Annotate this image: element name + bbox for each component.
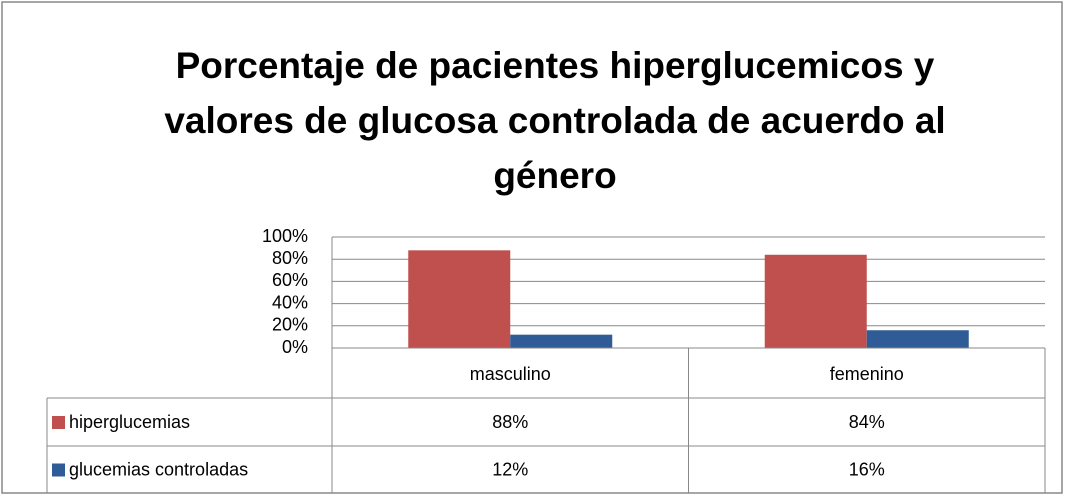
legend-label: glucemias controladas <box>69 459 248 479</box>
bar <box>866 330 969 348</box>
legend-swatch <box>52 463 65 477</box>
bar <box>510 334 613 348</box>
y-tick-label: 100% <box>262 226 308 246</box>
legend-swatch <box>52 416 65 429</box>
y-tick-label: 80% <box>272 248 308 268</box>
y-tick-label: 20% <box>272 315 308 335</box>
data-label: 88% <box>492 412 528 432</box>
data-label: 84% <box>849 412 885 432</box>
y-tick-label: 60% <box>272 270 308 290</box>
y-tick-label: 40% <box>272 292 308 312</box>
legend-label: hiperglucemias <box>69 412 190 432</box>
x-tick-label: femenino <box>830 364 904 384</box>
data-label: 12% <box>492 459 528 479</box>
data-label: 16% <box>849 459 885 479</box>
x-tick-label: masculino <box>470 364 551 384</box>
y-tick-label: 0% <box>282 337 308 357</box>
bar <box>764 254 867 348</box>
chart-title: Porcentaje de pacientes hiperglucemicos … <box>164 45 946 196</box>
bar <box>408 250 511 348</box>
